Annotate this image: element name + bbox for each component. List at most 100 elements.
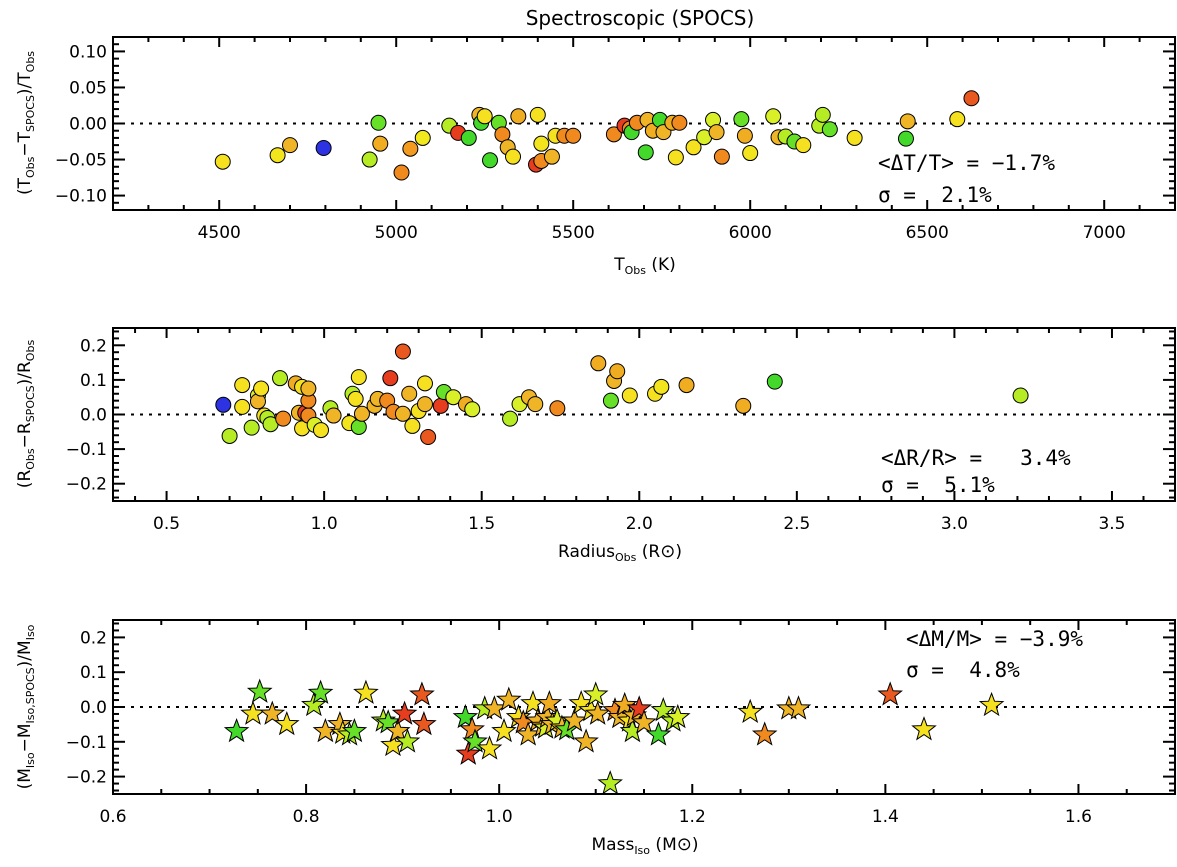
- data-point: [234, 377, 251, 394]
- data-point: [394, 343, 411, 360]
- y-tick-label: 0.05: [69, 78, 107, 98]
- data-point: [527, 396, 544, 413]
- data-point: [1012, 387, 1029, 404]
- data-point: [637, 144, 654, 161]
- data-point: [766, 373, 783, 390]
- data-point: [234, 398, 251, 415]
- data-point: [549, 400, 566, 417]
- x-tick-label: 5000: [375, 223, 418, 243]
- data-point: [315, 140, 332, 157]
- data-point-star: [259, 700, 286, 725]
- x-tick-label: 0.5: [153, 514, 180, 534]
- data-point: [565, 127, 582, 144]
- x-tick-label: 6000: [729, 223, 772, 243]
- stat-mean: <ΔT/T> = −1.7%: [878, 151, 1055, 175]
- axis-ticks: [112, 36, 1176, 211]
- data-point-star: [353, 679, 379, 704]
- stat-sigma: σ = 5.1%: [881, 473, 995, 497]
- data-point: [846, 129, 863, 146]
- y-tick-label: −0.1: [66, 733, 107, 753]
- y-axis-label: (MIso−MIso,SPOCS)/MIso: [15, 624, 37, 789]
- data-point-star: [301, 691, 327, 717]
- data-point: [253, 380, 270, 397]
- data-point-star: [409, 681, 435, 706]
- y-tick-label: 0.2: [80, 336, 107, 356]
- data-point: [445, 389, 462, 406]
- data-point: [350, 418, 367, 435]
- x-tick-labels: 0.6 0.8 1.0 1.2 1.4 1.6: [99, 807, 1092, 827]
- y-tick-labels: −0.2 −0.1 0.0 0.1 0.2: [66, 336, 107, 494]
- data-point: [765, 108, 782, 125]
- x-tick-label: 5500: [552, 223, 595, 243]
- y-axis-label: (RObs−RSPOCS)/RObs: [15, 340, 37, 489]
- y-tick-labels: −0.10 −0.05 0.00 0.05 0.10: [55, 42, 107, 206]
- x-tick-label: 3.0: [941, 514, 968, 534]
- data-point-star: [597, 770, 623, 795]
- data-point: [671, 114, 688, 131]
- data-point-star: [462, 728, 488, 753]
- x-tick-label: 3.5: [1098, 514, 1125, 534]
- x-tick-label: 7000: [1083, 223, 1126, 243]
- data-point: [460, 129, 477, 146]
- data-point-star: [978, 691, 1005, 717]
- data-point-star: [584, 700, 611, 725]
- data-point: [897, 130, 914, 147]
- x-tick-label: 1.5: [468, 514, 495, 534]
- data-point: [370, 114, 387, 131]
- data-point: [795, 137, 812, 154]
- data-point-star: [223, 717, 250, 743]
- data-point: [361, 151, 378, 168]
- data-point: [502, 410, 519, 427]
- data-point-star: [631, 709, 657, 734]
- data-point-star: [385, 717, 411, 743]
- data-point-star: [246, 678, 273, 703]
- data-points: [223, 678, 1005, 795]
- data-point-star: [911, 716, 937, 741]
- data-point-star: [645, 721, 672, 746]
- data-point-star: [459, 716, 485, 741]
- data-point: [394, 405, 411, 422]
- stat-mean: <ΔR/R> = 3.4%: [881, 446, 1071, 470]
- data-point-star: [561, 707, 588, 732]
- data-point: [221, 427, 238, 444]
- data-point: [736, 127, 753, 144]
- data-point-star: [650, 697, 677, 722]
- data-point: [269, 147, 286, 164]
- data-point: [300, 380, 317, 397]
- data-point: [476, 108, 493, 125]
- y-tick-label: 0.1: [80, 371, 107, 391]
- data-point: [275, 410, 292, 427]
- data-point: [899, 113, 916, 130]
- data-point: [605, 126, 622, 143]
- data-point: [529, 106, 546, 123]
- y-tick-label: 0.2: [80, 628, 107, 648]
- data-point: [821, 121, 838, 138]
- data-point: [416, 396, 433, 413]
- x-axis-label: MassIso (M⊙): [592, 834, 699, 857]
- x-tick-label: 0.8: [293, 807, 320, 827]
- x-tick-label: 2.0: [626, 514, 653, 534]
- data-point: [401, 385, 418, 402]
- data-point: [482, 152, 499, 169]
- data-point: [713, 148, 730, 165]
- data-point: [272, 370, 289, 387]
- data-point: [963, 90, 980, 107]
- data-point-star: [665, 703, 691, 729]
- stat-sigma: σ = 2.1%: [878, 183, 992, 207]
- y-tick-label: −0.2: [66, 768, 107, 788]
- y-tick-label: 0.10: [69, 42, 107, 62]
- x-tick-labels: 0.5 1.0 1.5 2.0 2.5 3.0 3.5: [153, 514, 1125, 534]
- data-point: [590, 355, 607, 372]
- data-point-star: [626, 695, 652, 720]
- data-point-star: [785, 695, 812, 720]
- data-point-star: [240, 700, 266, 725]
- y-tick-label: 0.00: [69, 115, 107, 135]
- axis-ticks: [113, 328, 1176, 501]
- data-points: [215, 343, 1029, 445]
- y-tick-label: −0.10: [55, 187, 107, 207]
- data-point: [420, 428, 437, 445]
- data-point: [416, 375, 433, 392]
- x-tick-labels: 4500 5000 5500 6000 6500 7000: [198, 223, 1126, 243]
- data-point-star: [391, 700, 418, 725]
